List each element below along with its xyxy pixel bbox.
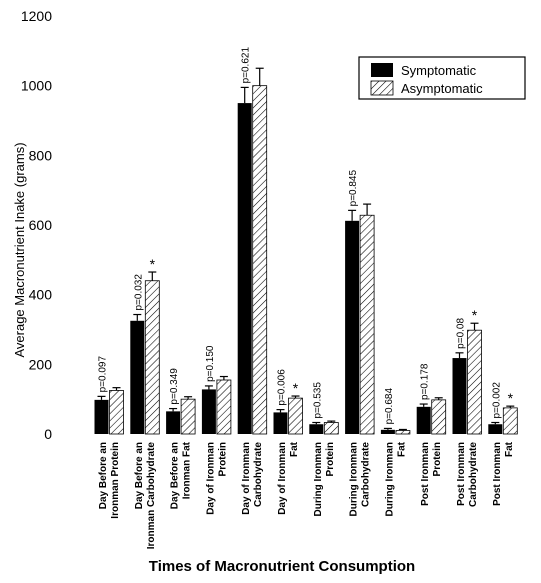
x-tick-label: Carbohydrate — [468, 442, 479, 507]
bars: p=0.097 p=0.032 * p=0.349 p=0.150 p=0.621 p=0.… — [94, 47, 518, 435]
x-tick-label: Carbohydrate — [253, 442, 264, 507]
bar-asymptomatic — [109, 390, 124, 435]
x-tick-label: During Ironman — [384, 442, 395, 516]
bar-asymptomatic — [395, 430, 411, 435]
bar-symptomatic — [416, 406, 431, 434]
legend-swatch-symptomatic — [371, 63, 393, 77]
significance-star: * — [293, 380, 299, 396]
y-tick-label: 600 — [29, 217, 53, 233]
bar-symptomatic — [380, 429, 395, 434]
bar-asymptomatic — [431, 399, 447, 435]
x-tick-label: Ironman Carbohydrate — [146, 442, 157, 550]
x-tick-labels: Day Before an Ironman Protein Day Before a… — [98, 441, 515, 549]
bar-symptomatic — [130, 320, 145, 434]
x-tick-label: Fat — [396, 441, 407, 457]
x-tick-label: Protein — [217, 442, 228, 476]
bar-asymptomatic — [323, 422, 339, 435]
bar-asymptomatic — [180, 398, 196, 435]
p-value-label: p=0.150 — [205, 345, 216, 382]
x-tick-label: Protein — [325, 442, 336, 476]
x-tick-label: Day Before an — [98, 442, 109, 509]
bar-asymptomatic — [288, 397, 303, 435]
p-value-label: p=0.032 — [133, 274, 144, 311]
bar-symptomatic — [452, 358, 467, 434]
bar-symptomatic — [273, 412, 288, 434]
x-tick-label: Protein — [432, 442, 443, 476]
p-value-label: p=0.006 — [277, 369, 288, 406]
bar-symptomatic — [94, 399, 109, 434]
p-value-label: p=0.535 — [312, 382, 323, 419]
y-tick-label: 1200 — [21, 8, 52, 24]
p-value-label: p=0.002 — [491, 382, 502, 419]
x-axis-title: Times of Macronutrient Consumption — [149, 558, 415, 575]
x-tick-label: Post Ironman — [492, 442, 503, 506]
p-value-label: p=0.08 — [456, 318, 467, 349]
bar-asymptomatic — [216, 379, 232, 435]
x-tick-label: Day Before an — [134, 442, 145, 509]
p-value-label: p=0.845 — [348, 170, 359, 207]
bar-asymptomatic — [502, 407, 518, 435]
x-tick-label: Fat — [289, 441, 300, 457]
x-tick-label: Day of Ironman — [205, 442, 216, 515]
bar-symptomatic — [237, 103, 252, 434]
bar-symptomatic — [201, 389, 216, 434]
x-tick-label: Post Ironman — [420, 442, 431, 506]
x-tick-label: Ironman Protein — [110, 442, 121, 519]
y-tick-label: 0 — [44, 426, 52, 442]
bar-symptomatic — [309, 424, 324, 434]
legend-swatch-asymptomatic — [370, 80, 394, 96]
significance-star: * — [508, 390, 514, 406]
bar-asymptomatic — [359, 214, 375, 435]
bar-asymptomatic — [467, 329, 482, 435]
significance-star: * — [472, 307, 478, 323]
y-tick-label: 1000 — [21, 78, 52, 94]
significance-star: * — [150, 256, 156, 272]
x-tick-label: Ironman Fat — [182, 441, 193, 499]
x-tick-label: Day of Ironman — [241, 442, 252, 515]
y-axis: 0 200 400 600 800 1000 1200 — [21, 8, 52, 442]
legend: Symptomatic Asymptomatic — [358, 56, 526, 100]
x-tick-label: Fat — [504, 441, 515, 457]
x-tick-label: Carbohydrate — [361, 442, 372, 507]
y-tick-label: 400 — [29, 287, 53, 303]
p-value-label: p=0.097 — [98, 356, 109, 393]
y-tick-label: 800 — [29, 147, 53, 163]
p-value-label: p=0.178 — [420, 363, 431, 400]
y-axis-title: Average Macronutrient Inake (grams) — [12, 142, 27, 357]
x-tick-label: Day of Ironman — [277, 442, 288, 515]
p-value-label: p=0.621 — [241, 47, 252, 84]
p-value-label: p=0.349 — [169, 368, 180, 405]
x-tick-label: Day Before an — [170, 442, 181, 509]
bar-asymptomatic — [252, 85, 268, 435]
bar-symptomatic — [166, 411, 181, 434]
legend-label-symptomatic: Symptomatic — [401, 63, 477, 78]
x-tick-label: Post Ironman — [456, 442, 467, 506]
bar-symptomatic — [488, 424, 503, 434]
legend-label-asymptomatic: Asymptomatic — [401, 81, 483, 96]
p-value-label: p=0.684 — [384, 388, 395, 425]
bar-asymptomatic — [144, 280, 160, 435]
bar-symptomatic — [345, 220, 360, 434]
x-tick-label: During Ironman — [349, 442, 360, 516]
x-tick-label: During Ironman — [313, 442, 324, 516]
y-tick-label: 200 — [29, 356, 53, 372]
